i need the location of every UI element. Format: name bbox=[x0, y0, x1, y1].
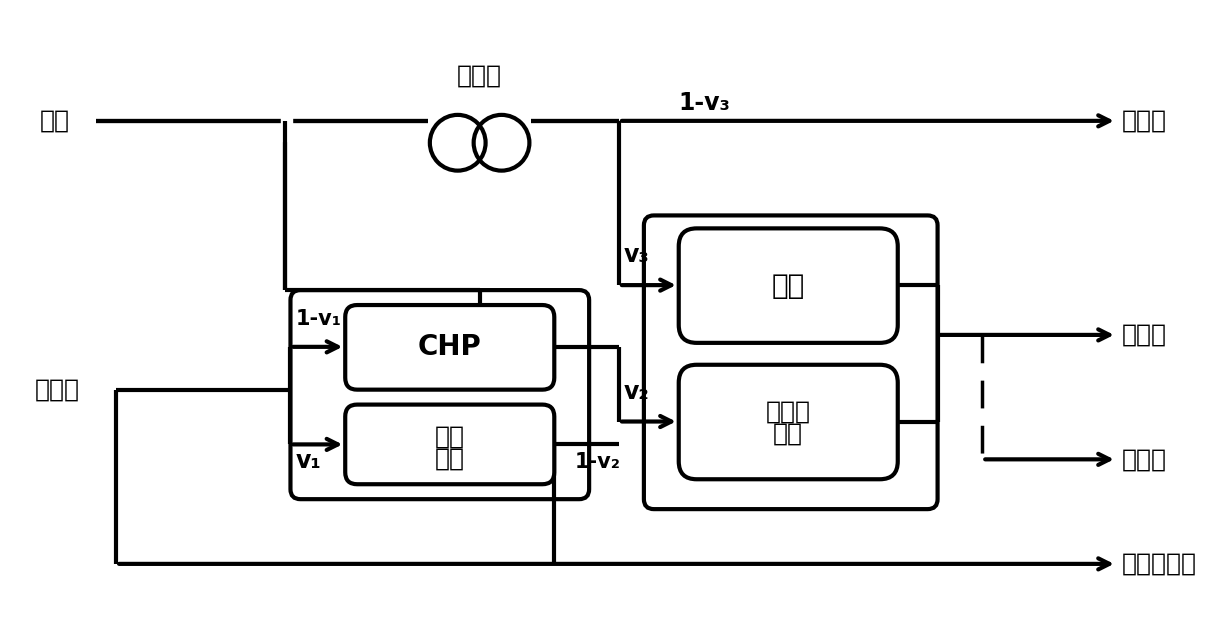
Text: 溄化锂: 溄化锂 bbox=[766, 400, 811, 424]
Bar bbox=[281, 101, 293, 141]
Text: 冷负荷: 冷负荷 bbox=[1121, 323, 1167, 347]
Text: 1-v₁: 1-v₁ bbox=[295, 309, 342, 329]
Text: 1-v₂: 1-v₂ bbox=[574, 452, 620, 472]
Text: 天然气负荷: 天然气负荷 bbox=[1121, 552, 1197, 576]
FancyBboxPatch shape bbox=[679, 365, 897, 479]
Text: v₂: v₂ bbox=[624, 379, 649, 404]
Text: 燃气: 燃气 bbox=[435, 424, 465, 449]
Text: 变压器: 变压器 bbox=[457, 64, 502, 88]
Text: 电负荷: 电负荷 bbox=[1121, 109, 1167, 133]
Text: v₁: v₁ bbox=[295, 449, 321, 473]
FancyBboxPatch shape bbox=[291, 290, 589, 499]
Text: v₃: v₃ bbox=[624, 243, 649, 268]
Text: 1-v₃: 1-v₃ bbox=[679, 91, 731, 115]
Text: 电能: 电能 bbox=[40, 109, 69, 133]
Bar bbox=[428, 142, 531, 177]
Text: 热负荷: 热负荷 bbox=[1121, 448, 1167, 471]
Bar bbox=[469, 113, 490, 173]
Text: 机组: 机组 bbox=[773, 422, 804, 446]
Text: 锅炉: 锅炉 bbox=[435, 446, 465, 471]
FancyBboxPatch shape bbox=[345, 305, 554, 389]
FancyBboxPatch shape bbox=[679, 228, 897, 343]
Text: 热泵: 热泵 bbox=[772, 272, 805, 299]
FancyBboxPatch shape bbox=[644, 216, 938, 509]
Text: CHP: CHP bbox=[418, 333, 482, 361]
FancyBboxPatch shape bbox=[345, 404, 554, 484]
Text: 天然气: 天然气 bbox=[34, 378, 79, 402]
